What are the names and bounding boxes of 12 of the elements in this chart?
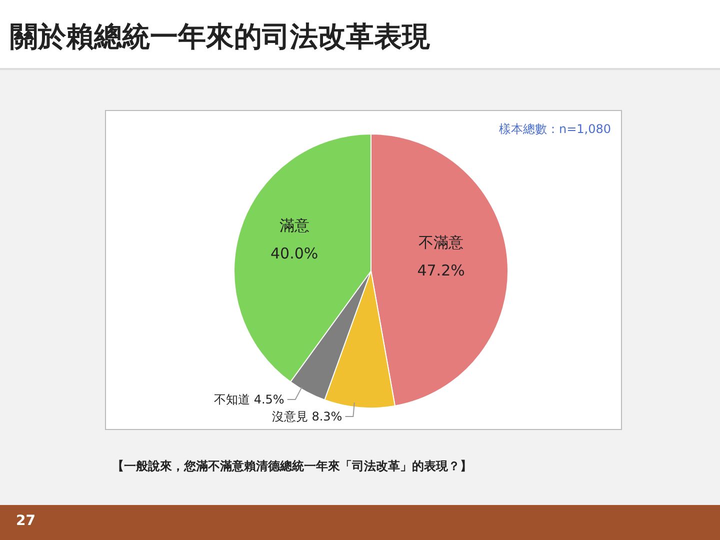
slice-label: 滿意 [279, 216, 310, 235]
slice-label: 不滿意 [418, 233, 464, 252]
data-label: 47.2% [417, 261, 465, 280]
text: 【一般說來，您滿不滿意賴清德總統一年來「司法改革」的表現？】 [112, 458, 472, 475]
data-label: 8.3% [312, 409, 342, 424]
data-label: 4.5% [254, 392, 284, 406]
slice-label: 沒意見 [272, 409, 308, 424]
text: 27 [16, 513, 36, 529]
text: 樣本總數：n=1,080 [498, 121, 611, 138]
data-label: 40.0% [270, 244, 318, 263]
slice-label: 不知道 [214, 392, 250, 406]
chart-title: 關於賴總統一年來的司法改革表現 [10, 19, 430, 55]
